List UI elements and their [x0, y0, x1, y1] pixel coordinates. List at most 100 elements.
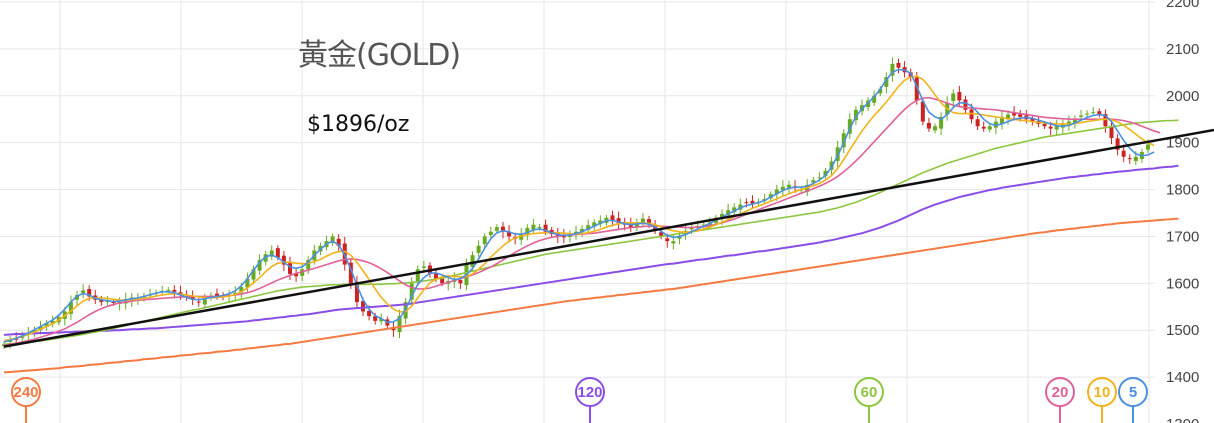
candle-body: [397, 316, 402, 333]
candle-body: [294, 273, 299, 277]
candle-body: [214, 293, 219, 297]
candle-body: [373, 316, 378, 321]
candle-body: [1072, 119, 1077, 124]
candle-body: [896, 62, 901, 68]
candle-body: [281, 255, 286, 265]
candle-body: [598, 220, 603, 225]
y-tick-label: 1700: [1166, 228, 1199, 245]
candle-body: [592, 222, 597, 227]
candle-body: [1085, 113, 1090, 115]
candle-body: [1054, 126, 1059, 130]
candle-body: [488, 231, 493, 236]
ma-10-line: [3, 75, 1155, 342]
candle-body: [884, 77, 889, 87]
candle-body: [519, 234, 524, 240]
candle-body: [476, 245, 481, 253]
ma-marker-20: [1045, 377, 1075, 407]
candle-body: [348, 262, 353, 284]
candle-body: [68, 302, 73, 314]
candle-body: [166, 289, 171, 291]
ma-marker-10: [1087, 377, 1117, 407]
candle-body: [367, 310, 372, 317]
candle-body: [720, 213, 725, 219]
candle-body: [732, 207, 737, 213]
candle-body: [951, 93, 956, 101]
candle-body: [434, 273, 439, 279]
candle-body: [269, 250, 274, 257]
ma-marker-label: 120: [577, 384, 602, 401]
candle-body: [616, 218, 621, 224]
candle-body: [647, 219, 652, 225]
candle-body: [178, 292, 183, 294]
candle-body: [890, 63, 895, 76]
candle-body: [610, 215, 615, 221]
candle-body: [421, 266, 426, 268]
candle-body: [81, 290, 86, 294]
candle-body: [750, 200, 755, 204]
candle-body: [914, 77, 919, 101]
ma-marker-5: [1118, 377, 1148, 407]
candle-body: [415, 269, 420, 282]
ma-5-line: [3, 68, 1155, 343]
ma-120-line: [3, 164, 1179, 336]
candle-body: [701, 224, 706, 226]
candle-body: [659, 232, 664, 237]
y-tick-label: 1800: [1166, 182, 1199, 199]
candle-body: [847, 119, 852, 134]
candle-body: [44, 323, 49, 327]
candle-body: [726, 210, 731, 216]
candle-body: [811, 180, 816, 183]
y-tick-label: 2000: [1166, 88, 1199, 105]
candle-body: [872, 95, 877, 103]
y-tick-label: 1600: [1166, 275, 1199, 292]
candle-body: [1133, 156, 1138, 161]
candle-body: [251, 269, 256, 280]
ma-marker-label: 20: [1052, 384, 1069, 401]
candle-body: [926, 122, 931, 129]
ma-240-line: [3, 217, 1179, 374]
candle-body: [786, 184, 791, 188]
candle-body: [500, 226, 505, 232]
candle-body: [580, 228, 585, 233]
candle-body: [275, 248, 280, 258]
candle-body: [957, 92, 962, 101]
candle-body: [774, 189, 779, 195]
candle-body: [933, 126, 938, 131]
candle-body: [75, 295, 80, 300]
candle-body: [1048, 126, 1053, 129]
candle-body: [105, 301, 110, 303]
candle-body: [1006, 114, 1011, 120]
candle-body: [87, 288, 92, 297]
ma-marker-120: [575, 377, 605, 407]
candle-body: [239, 287, 244, 293]
candle-body: [336, 238, 341, 246]
candle-body: [963, 99, 968, 110]
candle-body: [361, 301, 366, 312]
candle-body: [99, 299, 104, 303]
candle-body: [288, 263, 292, 274]
candle-body: [1079, 115, 1084, 117]
candle-body: [853, 109, 858, 121]
candle-body: [677, 236, 682, 239]
candle-body: [981, 126, 986, 129]
candle-body: [823, 170, 828, 176]
candle-body: [263, 254, 268, 262]
candle-body: [245, 278, 250, 288]
candle-body: [50, 320, 55, 325]
candle-body: [1030, 118, 1035, 122]
y-tick-label: 1400: [1166, 369, 1199, 386]
ma-60-line: [3, 119, 1179, 346]
candle-body: [440, 278, 445, 284]
trend-line: [3, 128, 1214, 348]
candle-body: [409, 283, 414, 300]
candle-body: [841, 133, 846, 148]
candle-body: [1042, 123, 1047, 127]
candle-body: [306, 259, 311, 270]
candle-body: [1121, 150, 1126, 157]
candle-body: [14, 338, 19, 340]
ma-marker-60: [854, 377, 884, 407]
ma-marker-240: [11, 377, 41, 407]
candle-body: [671, 241, 676, 244]
